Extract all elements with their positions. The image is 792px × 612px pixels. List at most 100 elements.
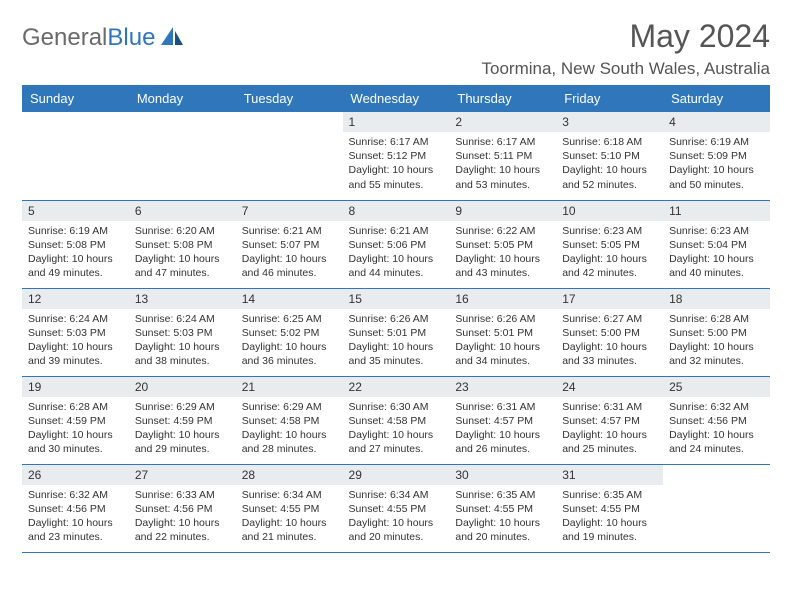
day-info: Sunrise: 6:35 AMSunset: 4:55 PMDaylight:… [556, 485, 663, 551]
day-header: Saturday [663, 85, 770, 112]
info-line: Sunrise: 6:23 AM [562, 224, 657, 238]
info-line: Daylight: 10 hours and 55 minutes. [349, 163, 444, 191]
calendar-cell: 22Sunrise: 6:30 AMSunset: 4:58 PMDayligh… [343, 376, 450, 464]
logo: GeneralBlue [22, 24, 185, 52]
info-line: Sunset: 5:09 PM [669, 149, 764, 163]
info-line: Daylight: 10 hours and 27 minutes. [349, 428, 444, 456]
day-info: Sunrise: 6:32 AMSunset: 4:56 PMDaylight:… [22, 485, 129, 551]
info-line: Daylight: 10 hours and 32 minutes. [669, 340, 764, 368]
calendar-row: 26Sunrise: 6:32 AMSunset: 4:56 PMDayligh… [22, 464, 770, 552]
calendar-cell: 7Sunrise: 6:21 AMSunset: 5:07 PMDaylight… [236, 200, 343, 288]
day-info: Sunrise: 6:17 AMSunset: 5:12 PMDaylight:… [343, 132, 450, 198]
info-line: Sunrise: 6:24 AM [28, 312, 123, 326]
info-line: Daylight: 10 hours and 40 minutes. [669, 252, 764, 280]
day-info: Sunrise: 6:24 AMSunset: 5:03 PMDaylight:… [129, 309, 236, 375]
info-line: Sunset: 5:11 PM [455, 149, 550, 163]
info-line: Sunrise: 6:32 AM [28, 488, 123, 502]
info-line: Sunrise: 6:20 AM [135, 224, 230, 238]
day-number [22, 112, 129, 132]
info-line: Daylight: 10 hours and 42 minutes. [562, 252, 657, 280]
sail-icon [159, 25, 185, 52]
calendar-cell: 31Sunrise: 6:35 AMSunset: 4:55 PMDayligh… [556, 464, 663, 552]
day-info: Sunrise: 6:26 AMSunset: 5:01 PMDaylight:… [449, 309, 556, 375]
day-info: Sunrise: 6:28 AMSunset: 4:59 PMDaylight:… [22, 397, 129, 463]
info-line: Daylight: 10 hours and 34 minutes. [455, 340, 550, 368]
info-line: Sunrise: 6:23 AM [669, 224, 764, 238]
info-line: Sunset: 5:05 PM [455, 238, 550, 252]
calendar-cell: 10Sunrise: 6:23 AMSunset: 5:05 PMDayligh… [556, 200, 663, 288]
calendar-cell: 20Sunrise: 6:29 AMSunset: 4:59 PMDayligh… [129, 376, 236, 464]
day-info: Sunrise: 6:17 AMSunset: 5:11 PMDaylight:… [449, 132, 556, 198]
info-line: Daylight: 10 hours and 43 minutes. [455, 252, 550, 280]
info-line: Daylight: 10 hours and 29 minutes. [135, 428, 230, 456]
info-line: Sunset: 5:01 PM [455, 326, 550, 340]
day-number: 7 [236, 201, 343, 221]
day-info: Sunrise: 6:34 AMSunset: 4:55 PMDaylight:… [343, 485, 450, 551]
day-number: 3 [556, 112, 663, 132]
day-number [129, 112, 236, 132]
calendar-cell: 4Sunrise: 6:19 AMSunset: 5:09 PMDaylight… [663, 112, 770, 200]
calendar-row: 1Sunrise: 6:17 AMSunset: 5:12 PMDaylight… [22, 112, 770, 200]
info-line: Sunrise: 6:32 AM [669, 400, 764, 414]
day-header: Friday [556, 85, 663, 112]
calendar-cell: 18Sunrise: 6:28 AMSunset: 5:00 PMDayligh… [663, 288, 770, 376]
info-line: Sunset: 4:56 PM [135, 502, 230, 516]
info-line: Sunrise: 6:31 AM [455, 400, 550, 414]
calendar-cell: 23Sunrise: 6:31 AMSunset: 4:57 PMDayligh… [449, 376, 556, 464]
info-line: Sunset: 4:58 PM [349, 414, 444, 428]
logo-text: GeneralBlue [22, 24, 155, 52]
month-title: May 2024 [482, 18, 771, 55]
info-line: Daylight: 10 hours and 23 minutes. [28, 516, 123, 544]
info-line: Sunset: 5:10 PM [562, 149, 657, 163]
info-line: Sunset: 4:57 PM [562, 414, 657, 428]
day-info: Sunrise: 6:24 AMSunset: 5:03 PMDaylight:… [22, 309, 129, 375]
info-line: Sunrise: 6:21 AM [349, 224, 444, 238]
day-number: 13 [129, 289, 236, 309]
info-line: Sunrise: 6:34 AM [349, 488, 444, 502]
day-number: 16 [449, 289, 556, 309]
day-number: 25 [663, 377, 770, 397]
info-line: Daylight: 10 hours and 49 minutes. [28, 252, 123, 280]
day-header: Thursday [449, 85, 556, 112]
calendar-cell: 6Sunrise: 6:20 AMSunset: 5:08 PMDaylight… [129, 200, 236, 288]
info-line: Daylight: 10 hours and 46 minutes. [242, 252, 337, 280]
day-number: 2 [449, 112, 556, 132]
info-line: Sunset: 4:55 PM [455, 502, 550, 516]
day-number: 1 [343, 112, 450, 132]
day-number [236, 112, 343, 132]
day-number: 8 [343, 201, 450, 221]
info-line: Daylight: 10 hours and 52 minutes. [562, 163, 657, 191]
day-info: Sunrise: 6:25 AMSunset: 5:02 PMDaylight:… [236, 309, 343, 375]
info-line: Sunset: 5:08 PM [28, 238, 123, 252]
calendar-cell [236, 112, 343, 200]
day-number: 24 [556, 377, 663, 397]
info-line: Sunrise: 6:35 AM [562, 488, 657, 502]
day-number: 22 [343, 377, 450, 397]
calendar-cell: 12Sunrise: 6:24 AMSunset: 5:03 PMDayligh… [22, 288, 129, 376]
day-number: 29 [343, 465, 450, 485]
day-info: Sunrise: 6:27 AMSunset: 5:00 PMDaylight:… [556, 309, 663, 375]
info-line: Sunset: 5:12 PM [349, 149, 444, 163]
info-line: Sunset: 5:07 PM [242, 238, 337, 252]
day-info: Sunrise: 6:19 AMSunset: 5:09 PMDaylight:… [663, 132, 770, 198]
day-info: Sunrise: 6:31 AMSunset: 4:57 PMDaylight:… [449, 397, 556, 463]
day-number [663, 465, 770, 485]
calendar-header: SundayMondayTuesdayWednesdayThursdayFrid… [22, 85, 770, 112]
info-line: Daylight: 10 hours and 44 minutes. [349, 252, 444, 280]
info-line: Daylight: 10 hours and 33 minutes. [562, 340, 657, 368]
day-number: 9 [449, 201, 556, 221]
info-line: Sunrise: 6:19 AM [28, 224, 123, 238]
calendar-cell: 24Sunrise: 6:31 AMSunset: 4:57 PMDayligh… [556, 376, 663, 464]
info-line: Sunrise: 6:33 AM [135, 488, 230, 502]
calendar-cell [129, 112, 236, 200]
day-number: 31 [556, 465, 663, 485]
calendar-row: 12Sunrise: 6:24 AMSunset: 5:03 PMDayligh… [22, 288, 770, 376]
info-line: Daylight: 10 hours and 25 minutes. [562, 428, 657, 456]
calendar-cell: 2Sunrise: 6:17 AMSunset: 5:11 PMDaylight… [449, 112, 556, 200]
header: GeneralBlue May 2024 Toormina, New South… [22, 18, 770, 79]
calendar-cell: 26Sunrise: 6:32 AMSunset: 4:56 PMDayligh… [22, 464, 129, 552]
calendar-cell: 19Sunrise: 6:28 AMSunset: 4:59 PMDayligh… [22, 376, 129, 464]
calendar-cell: 3Sunrise: 6:18 AMSunset: 5:10 PMDaylight… [556, 112, 663, 200]
day-number: 6 [129, 201, 236, 221]
info-line: Daylight: 10 hours and 30 minutes. [28, 428, 123, 456]
